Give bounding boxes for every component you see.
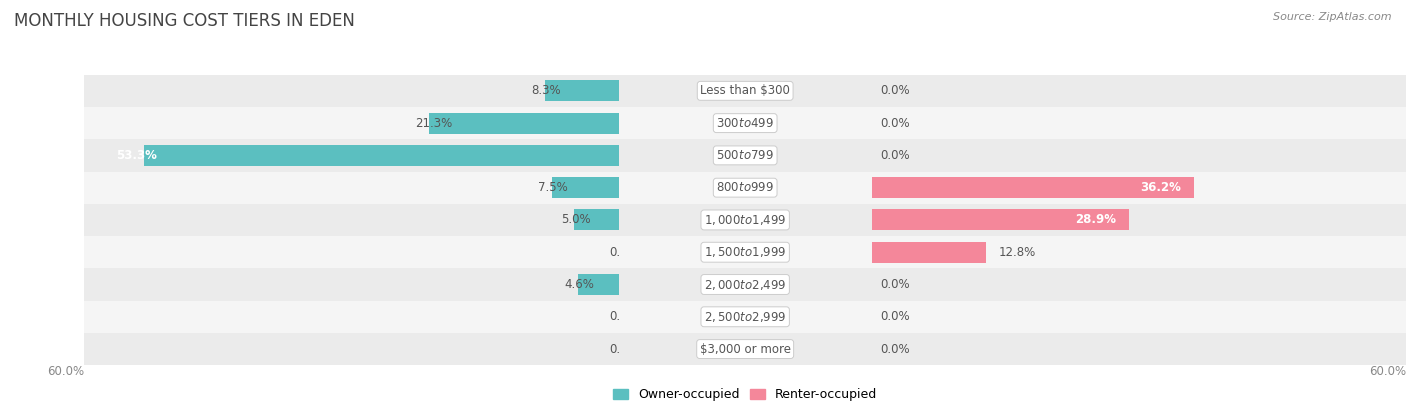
Text: 0.0%: 0.0% xyxy=(880,149,910,162)
Bar xyxy=(84,236,619,269)
Text: 0.0%: 0.0% xyxy=(880,278,910,291)
Bar xyxy=(872,242,986,263)
Text: 28.9%: 28.9% xyxy=(1074,213,1116,227)
Bar xyxy=(84,204,619,236)
Bar xyxy=(429,112,619,134)
Text: $2,000 to $2,499: $2,000 to $2,499 xyxy=(704,278,786,291)
Bar xyxy=(619,300,872,333)
Bar xyxy=(872,204,1406,236)
Text: MONTHLY HOUSING COST TIERS IN EDEN: MONTHLY HOUSING COST TIERS IN EDEN xyxy=(14,12,354,30)
Bar xyxy=(143,145,619,166)
Text: 0.0%: 0.0% xyxy=(880,84,910,98)
Bar xyxy=(619,333,872,365)
Bar xyxy=(84,107,619,139)
Bar xyxy=(84,139,619,171)
Bar xyxy=(84,300,619,333)
Text: 5.0%: 5.0% xyxy=(561,213,591,227)
Text: 4.6%: 4.6% xyxy=(564,278,595,291)
Bar xyxy=(619,139,872,171)
Text: 60.0%: 60.0% xyxy=(48,365,84,378)
Bar xyxy=(872,171,1406,204)
Bar xyxy=(619,171,872,204)
Bar xyxy=(619,269,872,300)
Text: 36.2%: 36.2% xyxy=(1140,181,1181,194)
Text: Source: ZipAtlas.com: Source: ZipAtlas.com xyxy=(1274,12,1392,22)
Bar xyxy=(619,75,872,107)
Text: 0.0%: 0.0% xyxy=(880,310,910,323)
Text: 53.3%: 53.3% xyxy=(117,149,157,162)
Text: $2,500 to $2,999: $2,500 to $2,999 xyxy=(704,310,786,324)
Bar xyxy=(872,75,1406,107)
Bar xyxy=(84,75,619,107)
Text: 7.5%: 7.5% xyxy=(538,181,568,194)
Text: 8.3%: 8.3% xyxy=(531,84,561,98)
Bar xyxy=(84,333,619,365)
Text: 0.0%: 0.0% xyxy=(610,310,640,323)
Bar xyxy=(619,107,872,139)
Text: 12.8%: 12.8% xyxy=(1000,246,1036,259)
Text: $3,000 or more: $3,000 or more xyxy=(700,342,790,356)
Bar xyxy=(619,236,872,269)
Text: $1,500 to $1,999: $1,500 to $1,999 xyxy=(704,245,786,259)
Bar xyxy=(872,177,1194,198)
Text: 0.0%: 0.0% xyxy=(880,117,910,129)
Text: $800 to $999: $800 to $999 xyxy=(716,181,775,194)
Bar xyxy=(574,210,619,230)
Bar xyxy=(872,139,1406,171)
Bar xyxy=(872,269,1406,300)
Text: 0.0%: 0.0% xyxy=(610,342,640,356)
Bar xyxy=(551,177,619,198)
Text: 21.3%: 21.3% xyxy=(416,117,453,129)
Text: 60.0%: 60.0% xyxy=(1369,365,1406,378)
Bar xyxy=(872,107,1406,139)
Bar xyxy=(872,333,1406,365)
Text: $300 to $499: $300 to $499 xyxy=(716,117,775,129)
Bar xyxy=(872,236,1406,269)
Text: 0.0%: 0.0% xyxy=(610,246,640,259)
Bar xyxy=(578,274,619,295)
Bar xyxy=(84,171,619,204)
Bar xyxy=(619,204,872,236)
Text: 0.0%: 0.0% xyxy=(880,342,910,356)
Legend: Owner-occupied, Renter-occupied: Owner-occupied, Renter-occupied xyxy=(609,383,882,406)
Bar xyxy=(84,269,619,300)
Text: $1,000 to $1,499: $1,000 to $1,499 xyxy=(704,213,786,227)
Text: Less than $300: Less than $300 xyxy=(700,84,790,98)
Bar xyxy=(872,210,1129,230)
Text: $500 to $799: $500 to $799 xyxy=(716,149,775,162)
Bar xyxy=(872,300,1406,333)
Bar xyxy=(544,81,619,101)
